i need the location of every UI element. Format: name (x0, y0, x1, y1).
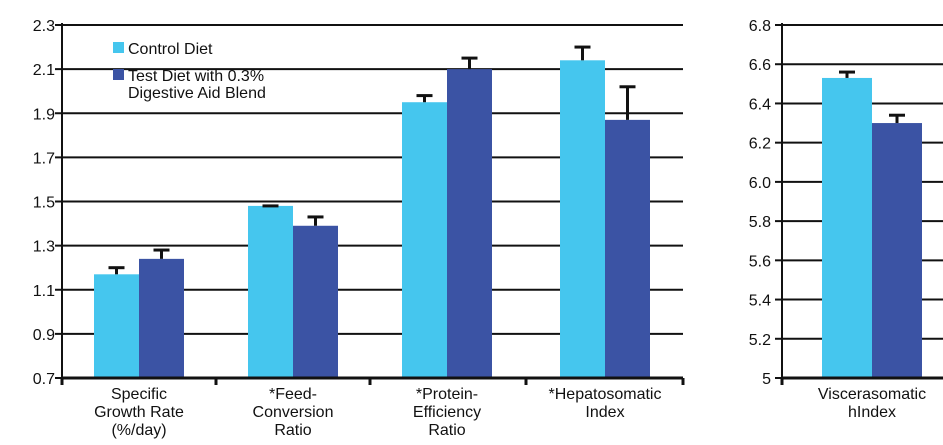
y-tick-label: 0.9 (33, 327, 55, 344)
y-tick-label: 1.1 (33, 283, 55, 300)
chart-panel-1: 0.7 0.9 1.1 1.3 1.5 1.7 1.9 2.1 2.3 Specific Growt… (33, 18, 685, 439)
x-category-label: *Protein-Efficiency Ratio (413, 386, 481, 439)
x-category-label: *Hepatosomatic Index (549, 386, 662, 421)
legend-swatch-test (113, 69, 124, 80)
y-tick-label: 6.4 (749, 96, 771, 113)
y-tick-label: 2.1 (33, 62, 55, 79)
y-tick-label: 1.7 (33, 150, 55, 167)
legend: Control Diet Test Diet with 0.3% Digestive… (113, 41, 266, 102)
y-tick-label: 1.9 (33, 106, 55, 123)
bar-control (94, 274, 139, 378)
y-tick-label: 0.7 (33, 371, 55, 388)
y-tick-label: 5.6 (749, 253, 771, 270)
legend-label: Control Diet (128, 41, 213, 58)
bar-test (139, 258, 184, 378)
legend-label: Test Diet with 0.3% Digestive Aid Blend (128, 68, 266, 102)
y-tick-label: 6.2 (749, 136, 771, 153)
bar-control (248, 205, 293, 378)
y-tick-label: 2.3 (33, 18, 55, 35)
x-category-label: Viscerasomatic hIndex (818, 386, 926, 421)
bar-test (872, 123, 922, 378)
bar-test (447, 69, 492, 378)
bar-control (402, 102, 447, 378)
y-tick-label: 1.5 (33, 195, 55, 212)
y-tick-label: 1.3 (33, 239, 55, 256)
legend-swatch-control (113, 42, 124, 53)
bar-test (605, 119, 650, 379)
x-category-label: *Feed-Conversion Ratio (253, 386, 334, 439)
y-tick-label: 5.8 (749, 214, 771, 231)
bar-control (822, 77, 872, 378)
y-tick-label: 6.0 (749, 175, 771, 192)
x-category-label: Specific Growth Rate (%/day) (94, 386, 184, 439)
bar-control (560, 60, 605, 379)
y-tick-label: 5.4 (749, 293, 771, 310)
y-tick-label: 6.8 (749, 18, 771, 35)
y-tick-label: 5 (762, 371, 771, 388)
chart-panel-2: 5 5.2 5.4 5.6 5.8 6.0 6.2 6.4 6.6 6.8 Viscerasomat… (749, 18, 943, 421)
bar-test (293, 225, 338, 378)
y-tick-label: 6.6 (749, 57, 771, 74)
y-tick-label: 5.2 (749, 332, 771, 349)
